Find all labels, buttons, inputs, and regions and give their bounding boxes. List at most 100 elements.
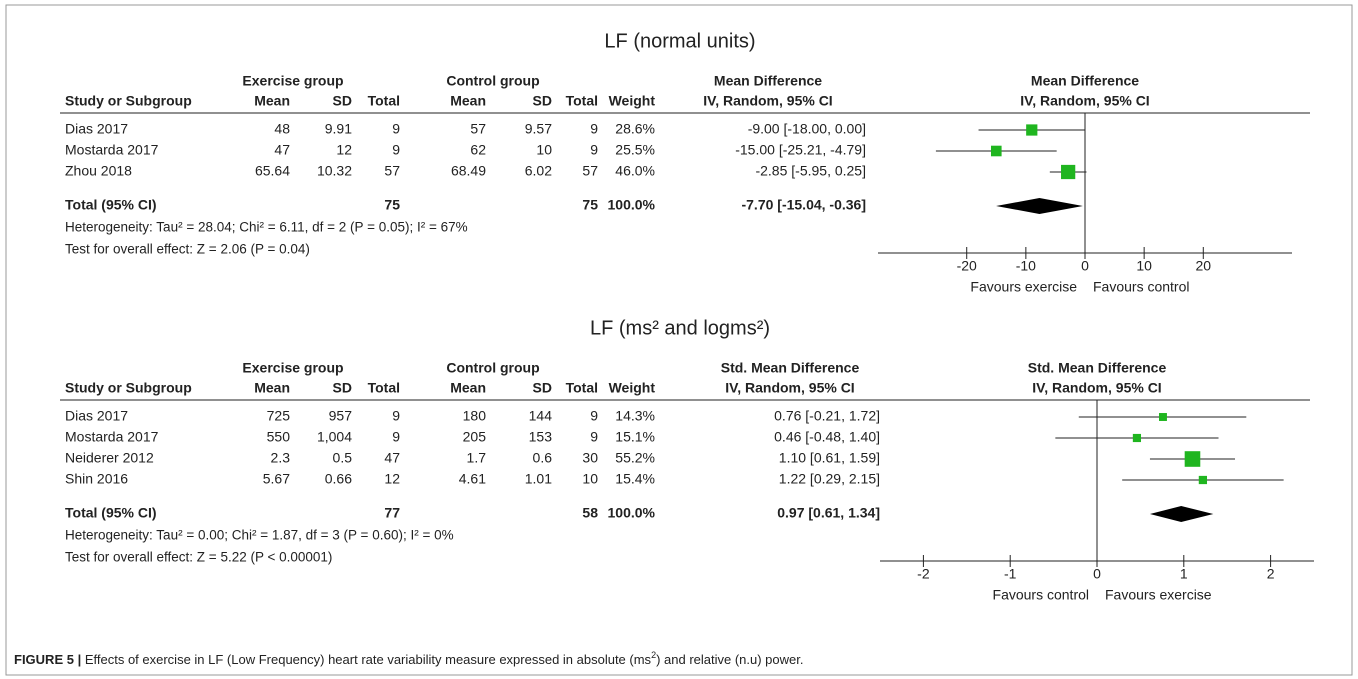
table-cell: 205 (463, 429, 487, 445)
table-cell: 2.3 (271, 450, 291, 466)
caption-text: ) and relative (n.u) power. (656, 652, 803, 667)
table-cell: 1.01 (525, 471, 552, 487)
plot-title: Mean Difference (1031, 73, 1139, 89)
table-cell: 10 (582, 471, 598, 487)
total-cell: 58 (582, 505, 598, 521)
overall-test: Test for overall effect: Z = 5.22 (P < 0… (65, 550, 332, 565)
column-header: Total (368, 93, 400, 109)
table-cell: 12 (336, 142, 352, 158)
x-tick-label: 0 (1081, 258, 1089, 274)
group-header: Exercise group (242, 73, 343, 89)
study-name: Mostarda 2017 (65, 142, 159, 158)
x-label-right: Favours exercise (1105, 587, 1212, 603)
ci-label: 0.46 [-0.48, 1.40] (774, 429, 880, 445)
table-cell: 9 (392, 121, 400, 137)
total-ci-label: 0.97 [0.61, 1.34] (777, 505, 880, 521)
x-tick-label: -10 (1016, 258, 1036, 274)
table-cell: 47 (274, 142, 290, 158)
table-cell: 9 (590, 408, 598, 424)
column-header: Mean (450, 380, 486, 396)
column-header: Weight (609, 380, 656, 396)
table-cell: 9 (590, 121, 598, 137)
x-tick-label: 2 (1267, 566, 1275, 582)
table-cell: 12 (384, 471, 400, 487)
study-name: Neiderer 2012 (65, 450, 154, 466)
table-cell: 9 (392, 408, 400, 424)
total-weight: 100.0% (608, 197, 656, 213)
plot-title: Std. Mean Difference (1028, 360, 1167, 376)
table-cell: 0.66 (325, 471, 352, 487)
ci-label: 1.10 [0.61, 1.59] (779, 450, 880, 466)
caption-label: FIGURE 5 | (14, 652, 81, 667)
group-header: Std. Mean Difference (721, 360, 860, 376)
column-header: Mean (254, 380, 290, 396)
table-cell: 68.49 (451, 163, 486, 179)
total-label: Total (95% CI) (65, 505, 157, 521)
effect-square (1132, 433, 1142, 443)
column-header: Study or Subgroup (65, 93, 192, 109)
x-tick-label: -20 (957, 258, 977, 274)
table-cell: 47 (384, 450, 400, 466)
table-cell: 957 (329, 408, 353, 424)
table-cell: 550 (267, 429, 291, 445)
table-cell: 9 (392, 142, 400, 158)
table-cell: 1,004 (317, 429, 352, 445)
weight-label: 15.4% (615, 471, 655, 487)
table-cell: 153 (529, 429, 553, 445)
total-weight: 100.0% (608, 505, 656, 521)
table-cell: 65.64 (255, 163, 290, 179)
table-cell: 9 (590, 142, 598, 158)
table-cell: 9.57 (525, 121, 552, 137)
group-header: Mean Difference (714, 73, 822, 89)
column-header: Total (566, 93, 598, 109)
group-header: Control group (446, 360, 539, 376)
column-header: IV, Random, 95% CI (703, 93, 832, 109)
table-cell: 57 (470, 121, 486, 137)
group-header: Exercise group (242, 360, 343, 376)
table-cell: 57 (582, 163, 598, 179)
plot-subtitle: IV, Random, 95% CI (1020, 93, 1149, 109)
x-label-left: Favours control (993, 587, 1089, 603)
weight-label: 28.6% (615, 121, 655, 137)
column-header: SD (533, 93, 552, 109)
x-label-right: Favours control (1093, 279, 1189, 295)
caption: FIGURE 5 | Effects of exercise in LF (Lo… (14, 650, 803, 667)
table-cell: 144 (529, 408, 553, 424)
column-header: Mean (450, 93, 486, 109)
weight-label: 55.2% (615, 450, 655, 466)
table-cell: 9.91 (325, 121, 352, 137)
ci-label: 0.76 [-0.21, 1.72] (774, 408, 880, 424)
total-cell: 75 (582, 197, 598, 213)
x-tick-label: 20 (1195, 258, 1211, 274)
chart-title: LF (normal units) (604, 30, 755, 52)
overall-test: Test for overall effect: Z = 2.06 (P = 0… (65, 242, 310, 257)
total-label: Total (95% CI) (65, 197, 157, 213)
table-cell: 57 (384, 163, 400, 179)
table-cell: 62 (470, 142, 486, 158)
effect-square (990, 145, 1002, 157)
ci-label: -9.00 [-18.00, 0.00] (748, 121, 866, 137)
effect-square (1061, 164, 1076, 180)
table-cell: 0.6 (533, 450, 553, 466)
study-name: Dias 2017 (65, 121, 128, 137)
weight-label: 15.1% (615, 429, 655, 445)
column-header: Total (368, 380, 400, 396)
chart-title: LF (ms² and logms²) (590, 317, 770, 339)
ci-label: -2.85 [-5.95, 0.25] (755, 163, 866, 179)
study-name: Zhou 2018 (65, 163, 132, 179)
caption-sup: 2 (651, 650, 656, 660)
plot-subtitle: IV, Random, 95% CI (1032, 380, 1161, 396)
x-tick-label: 1 (1180, 566, 1188, 582)
table-cell: 9 (392, 429, 400, 445)
total-cell: 75 (384, 197, 400, 213)
column-header: SD (333, 93, 352, 109)
table-cell: 10.32 (317, 163, 352, 179)
study-name: Shin 2016 (65, 471, 128, 487)
study-name: Mostarda 2017 (65, 429, 159, 445)
ci-label: -15.00 [-25.21, -4.79] (735, 142, 866, 158)
table-cell: 5.67 (263, 471, 290, 487)
total-cell: 77 (384, 505, 400, 521)
weight-label: 46.0% (615, 163, 655, 179)
